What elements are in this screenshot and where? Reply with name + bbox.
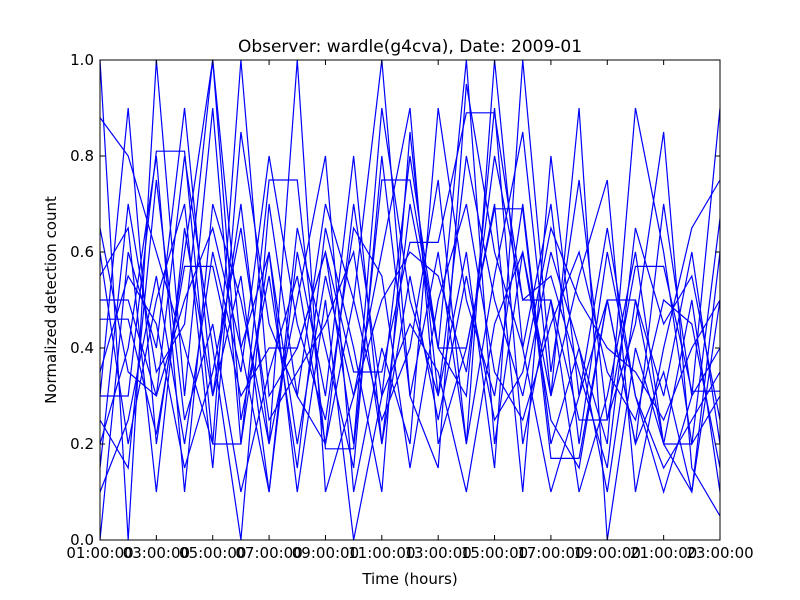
x-tick-label: 05:00:00	[179, 544, 246, 562]
x-tick-label: 03:00:00	[123, 544, 190, 562]
x-tick-label: 15:00:00	[461, 544, 528, 562]
y-tick-label: 0.4	[70, 339, 94, 357]
series-line-4	[99, 59, 721, 446]
series-line-14	[99, 155, 721, 469]
x-axis-label: Time (hours)	[361, 570, 457, 588]
chart-title: Observer: wardle(g4cva), Date: 2009-01	[238, 37, 582, 57]
series-line-13	[99, 179, 721, 493]
y-axis-label: Normalized detection count	[42, 196, 60, 404]
y-tick-label: 0.8	[70, 147, 94, 165]
series-line-8	[100, 150, 721, 459]
x-axis: 01:00:0003:00:0005:00:0007:00:0009:00:00…	[66, 60, 754, 562]
plot-area	[99, 59, 721, 541]
plot-frame	[99, 59, 721, 541]
x-tick-label: 11:00:00	[348, 544, 415, 562]
y-axis: 0.0 0.2 0.4 0.6 0.8 1.0	[70, 51, 720, 549]
x-tick-label: 07:00:00	[235, 544, 302, 562]
series-line-15	[99, 225, 721, 469]
series-line-1	[99, 59, 721, 541]
series-line-6	[99, 107, 721, 541]
y-tick-label: 1.0	[70, 51, 94, 69]
y-tick-label: 0.0	[70, 531, 94, 549]
x-tick-label: 17:00:00	[517, 544, 584, 562]
series-line-12	[99, 83, 721, 493]
x-tick-label: 21:00:00	[630, 544, 697, 562]
y-tick-label: 0.2	[70, 435, 94, 453]
x-tick-label: 09:00:00	[292, 544, 359, 562]
x-tick-label: 01:00:00	[66, 544, 133, 562]
x-tick-label: 13:00:00	[404, 544, 471, 562]
y-tick-label: 0.6	[70, 243, 94, 261]
x-tick-label: 19:00:00	[574, 544, 641, 562]
x-tick-label: 23:00:00	[686, 544, 753, 562]
series-line-7	[100, 112, 720, 435]
